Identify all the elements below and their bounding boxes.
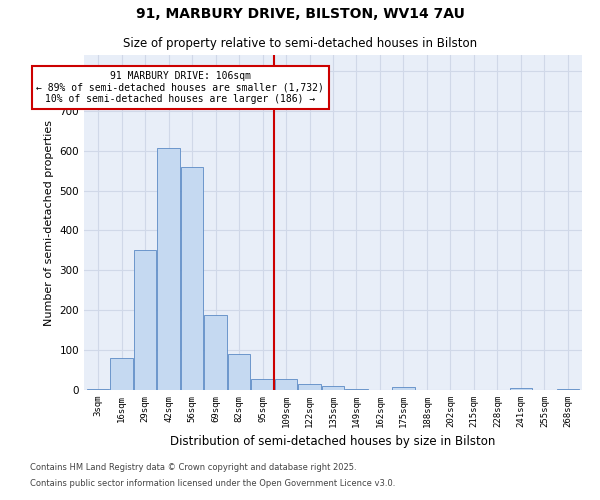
Bar <box>87 389 109 390</box>
Text: 91 MARBURY DRIVE: 106sqm
← 89% of semi-detached houses are smaller (1,732)
10% o: 91 MARBURY DRIVE: 106sqm ← 89% of semi-d… <box>37 71 324 104</box>
Bar <box>322 386 344 390</box>
Bar <box>134 250 156 390</box>
Text: Size of property relative to semi-detached houses in Bilston: Size of property relative to semi-detach… <box>123 38 477 51</box>
Bar <box>298 384 320 390</box>
Bar <box>181 166 203 390</box>
Bar <box>157 148 180 390</box>
Bar <box>392 387 415 390</box>
Bar <box>557 389 579 390</box>
Text: 91, MARBURY DRIVE, BILSTON, WV14 7AU: 91, MARBURY DRIVE, BILSTON, WV14 7AU <box>136 8 464 22</box>
Bar <box>346 389 368 390</box>
Bar <box>205 316 227 390</box>
Bar <box>275 379 297 390</box>
Bar <box>110 358 133 390</box>
Text: Contains HM Land Registry data © Crown copyright and database right 2025.: Contains HM Land Registry data © Crown c… <box>30 464 356 472</box>
Bar <box>228 354 250 390</box>
Text: Contains public sector information licensed under the Open Government Licence v3: Contains public sector information licen… <box>30 478 395 488</box>
Bar <box>510 388 532 390</box>
Y-axis label: Number of semi-detached properties: Number of semi-detached properties <box>44 120 54 326</box>
Bar <box>251 379 274 390</box>
X-axis label: Distribution of semi-detached houses by size in Bilston: Distribution of semi-detached houses by … <box>170 436 496 448</box>
